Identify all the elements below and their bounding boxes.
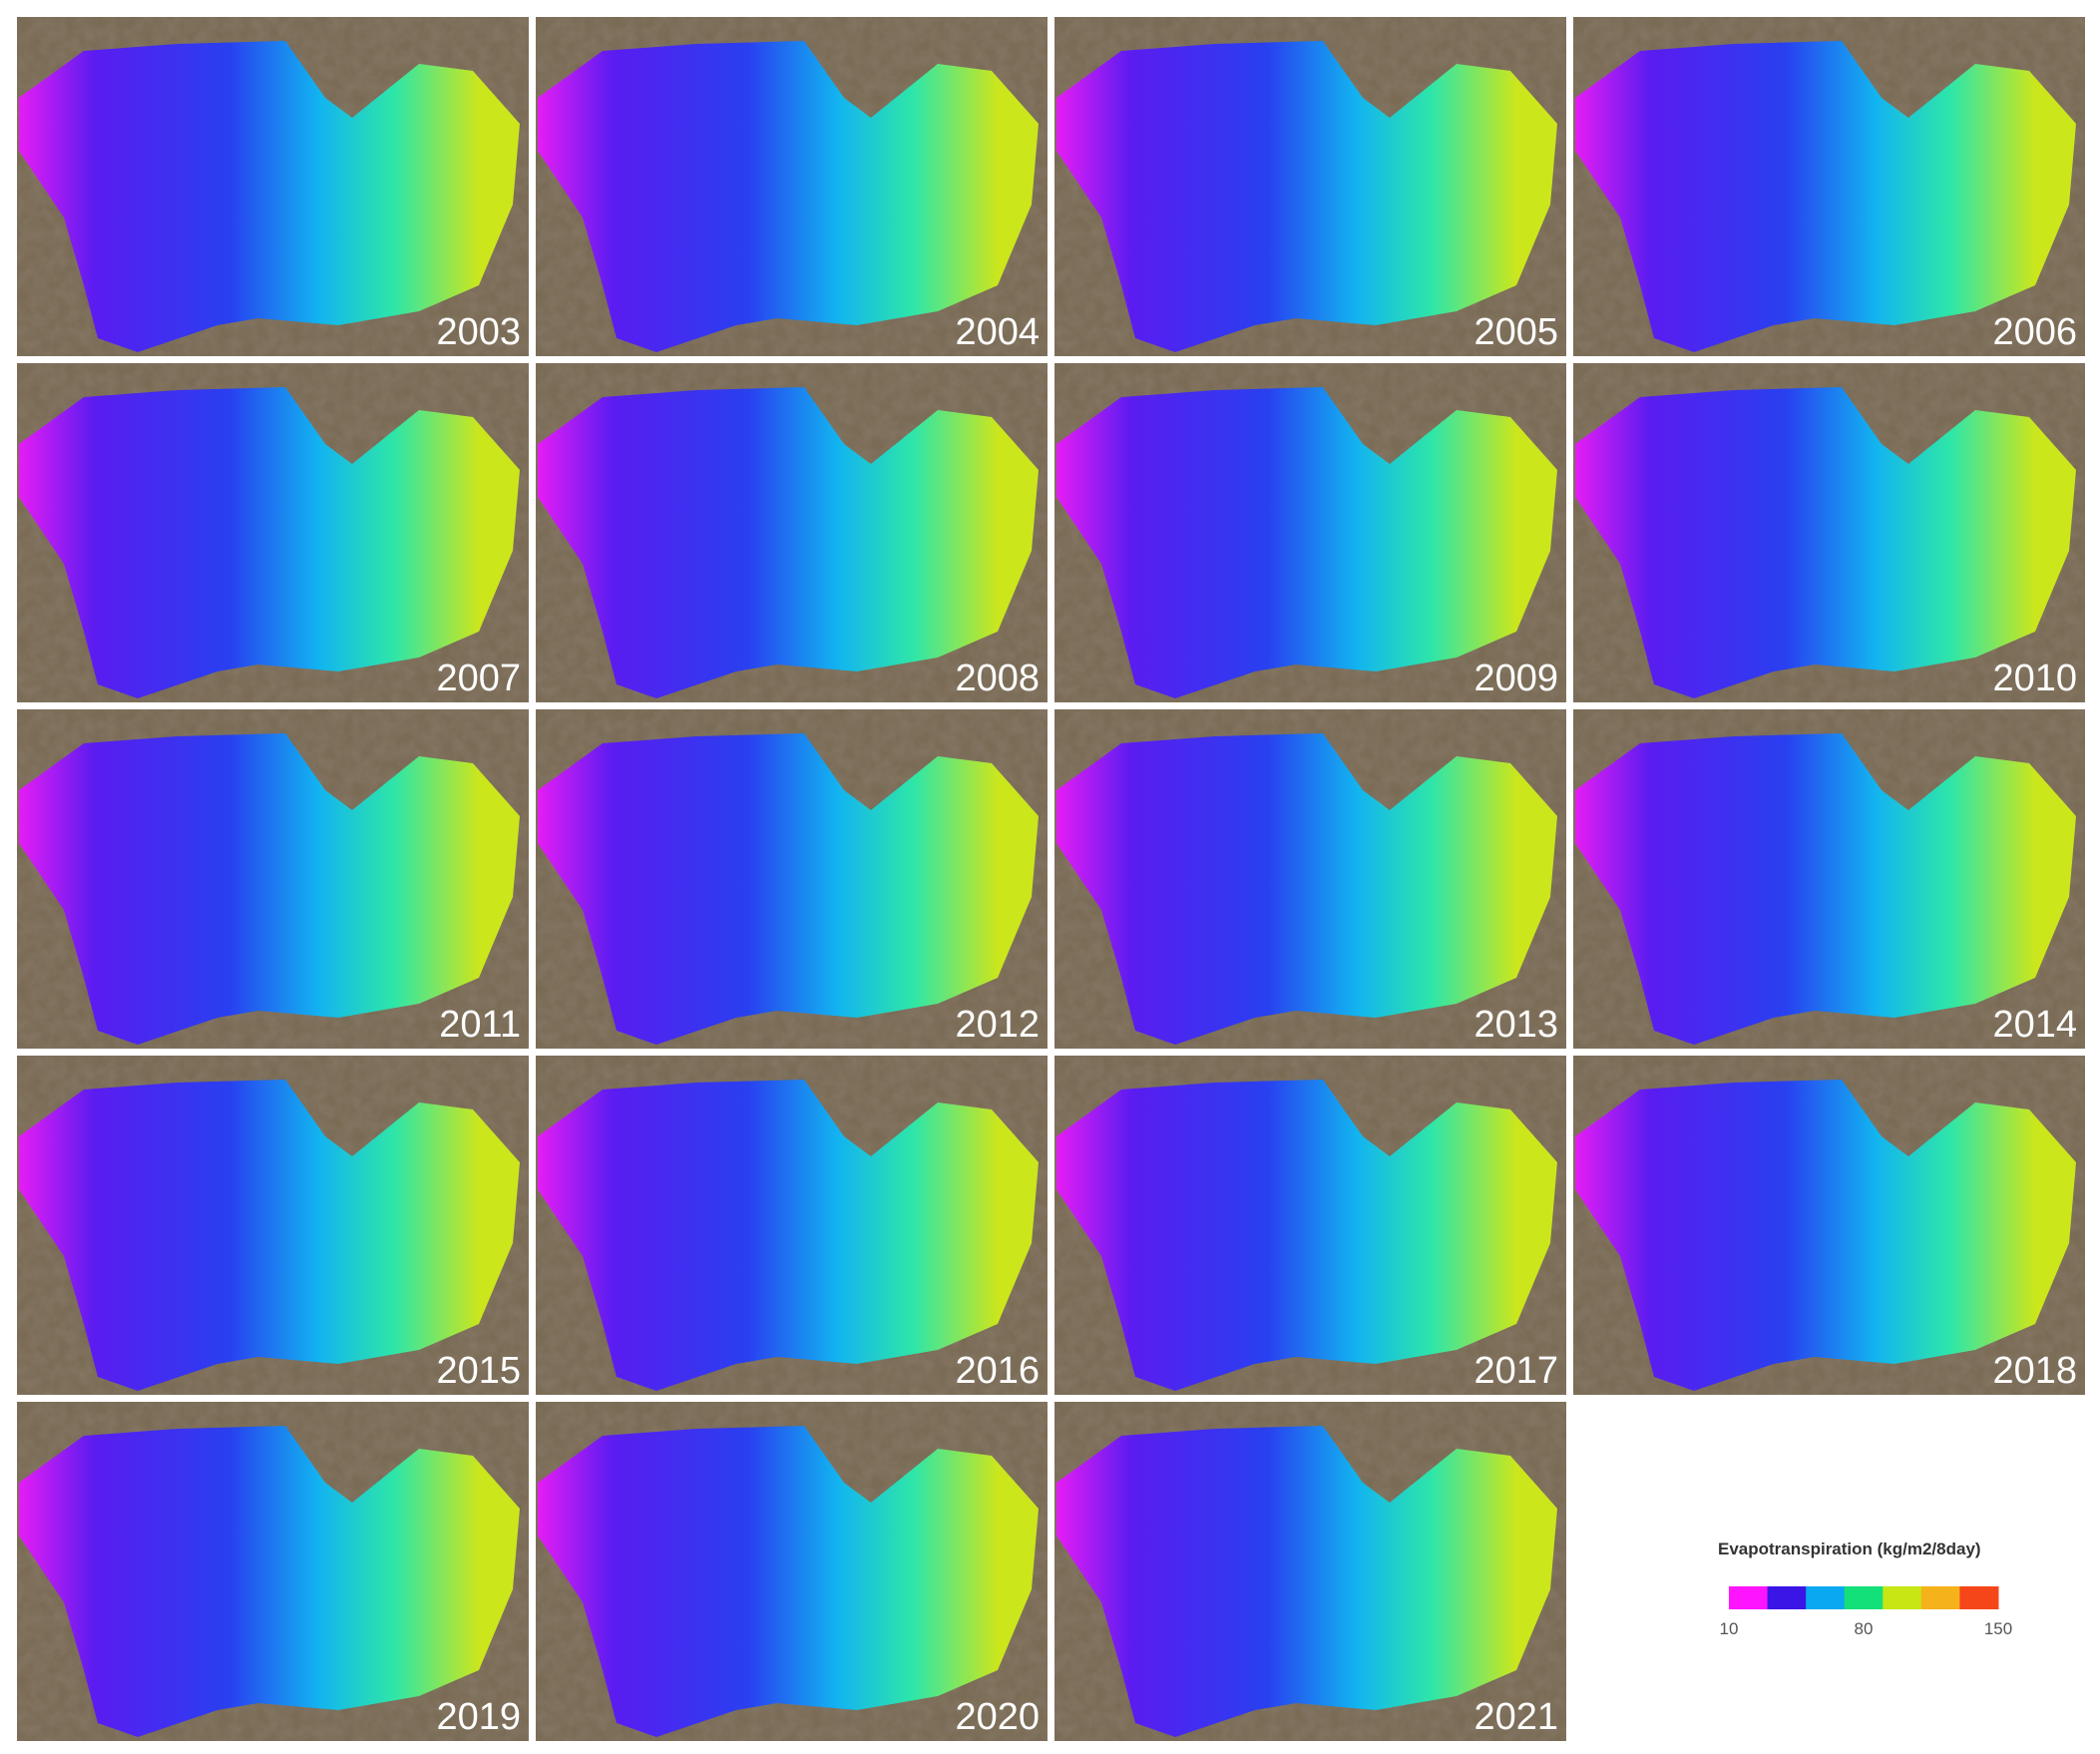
map-panel: 2010 bbox=[1573, 363, 2085, 702]
map-image bbox=[1573, 709, 2085, 1049]
map-image bbox=[1573, 363, 2085, 702]
year-label: 2014 bbox=[1992, 1004, 2077, 1046]
year-label: 2016 bbox=[955, 1350, 1040, 1392]
year-label: 2012 bbox=[955, 1004, 1040, 1046]
year-label: 2005 bbox=[1473, 311, 1558, 353]
year-label: 2011 bbox=[439, 1004, 521, 1046]
year-label: 2007 bbox=[436, 658, 521, 699]
map-panel: 2004 bbox=[536, 17, 1048, 356]
year-label: 2021 bbox=[1473, 1696, 1558, 1738]
year-label: 2015 bbox=[436, 1350, 521, 1392]
map-image bbox=[536, 709, 1048, 1049]
map-image bbox=[1573, 17, 2085, 356]
legend-tick-label: 10 bbox=[1720, 1619, 1739, 1638]
legend-title: Evapotranspiration (kg/m2/8day) bbox=[1718, 1539, 1981, 1558]
legend-tick-label: 150 bbox=[1984, 1619, 2012, 1638]
year-label: 2020 bbox=[955, 1696, 1040, 1738]
legend: Evapotranspiration (kg/m2/8day) 10 80 150 bbox=[1718, 1539, 2012, 1638]
map-panel: 2012 bbox=[536, 709, 1048, 1049]
map-panel: 2017 bbox=[1054, 1056, 1566, 1395]
legend-swatch bbox=[1806, 1586, 1846, 1609]
legend-swatch bbox=[1767, 1586, 1807, 1609]
year-label: 2006 bbox=[1992, 311, 2077, 353]
year-label: 2008 bbox=[955, 658, 1040, 699]
map-image bbox=[1054, 709, 1566, 1049]
map-panel: 2009 bbox=[1054, 363, 1566, 702]
map-image bbox=[536, 1056, 1048, 1395]
map-image bbox=[17, 363, 529, 702]
map-panel: 2005 bbox=[1054, 17, 1566, 356]
map-image bbox=[536, 1402, 1048, 1741]
map-image bbox=[1054, 1402, 1566, 1741]
map-panel: 2007 bbox=[17, 363, 529, 702]
map-panel: 2013 bbox=[1054, 709, 1566, 1049]
legend-swatch bbox=[1883, 1586, 1922, 1609]
map-panel: 2020 bbox=[536, 1402, 1048, 1741]
map-image bbox=[1054, 17, 1566, 356]
map-panel: 2015 bbox=[17, 1056, 529, 1395]
map-image bbox=[536, 17, 1048, 356]
legend-swatch bbox=[1844, 1586, 1884, 1609]
legend-tick-label: 80 bbox=[1855, 1619, 1874, 1638]
map-panel: 2008 bbox=[536, 363, 1048, 702]
legend-swatch bbox=[1959, 1586, 1999, 1609]
map-panel: 2018 bbox=[1573, 1056, 2085, 1395]
year-label: 2018 bbox=[1992, 1350, 2077, 1392]
map-panel: 2021 bbox=[1054, 1402, 1566, 1741]
map-image bbox=[17, 1056, 529, 1395]
year-label: 2010 bbox=[1992, 658, 2077, 699]
map-image bbox=[1573, 1056, 2085, 1395]
map-panel: 2019 bbox=[17, 1402, 529, 1741]
year-label: 2019 bbox=[436, 1696, 521, 1738]
year-label: 2004 bbox=[955, 311, 1040, 353]
map-panel: 2016 bbox=[536, 1056, 1048, 1395]
map-panel: 2011 bbox=[17, 709, 529, 1049]
map-image bbox=[17, 709, 529, 1049]
map-grid: 2003 2004 2005 2006 2007 2008 2009 2010 2011 2012… bbox=[17, 17, 2085, 1741]
map-image bbox=[1054, 1056, 1566, 1395]
legend-swatch bbox=[1729, 1586, 1769, 1609]
map-image bbox=[536, 363, 1048, 702]
map-panel: 2014 bbox=[1573, 709, 2085, 1049]
year-label: 2017 bbox=[1473, 1350, 1558, 1392]
year-label: 2009 bbox=[1473, 658, 1558, 699]
map-image bbox=[17, 1402, 529, 1741]
map-panel: 2006 bbox=[1573, 17, 2085, 356]
year-label: 2013 bbox=[1473, 1004, 1558, 1046]
legend-swatch bbox=[1920, 1586, 1960, 1609]
year-label: 2003 bbox=[436, 311, 521, 353]
map-image bbox=[1054, 363, 1566, 702]
map-image bbox=[17, 17, 529, 356]
map-panel: 2003 bbox=[17, 17, 529, 356]
